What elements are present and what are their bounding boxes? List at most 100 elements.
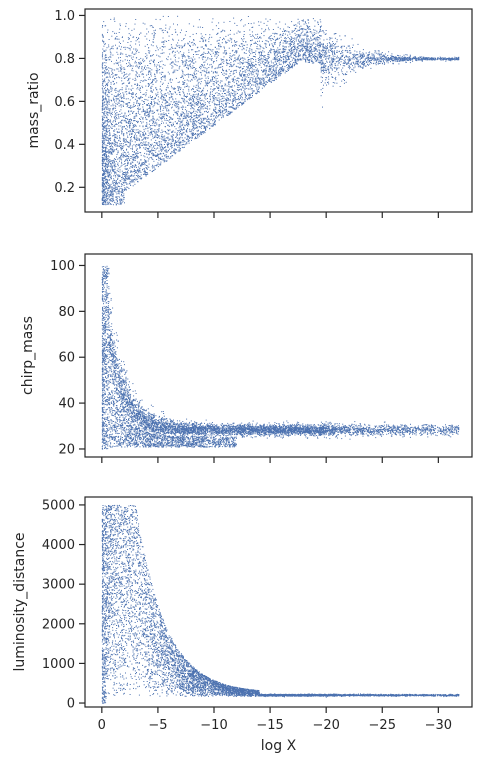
scatter-point bbox=[230, 86, 232, 88]
scatter-point bbox=[412, 60, 414, 62]
scatter-point bbox=[202, 41, 204, 43]
scatter-point bbox=[191, 112, 193, 114]
scatter-point bbox=[273, 50, 275, 52]
scatter-point bbox=[129, 160, 131, 161]
scatter-point bbox=[214, 104, 215, 106]
scatter-point bbox=[212, 83, 214, 85]
scatter-point bbox=[104, 192, 106, 194]
scatter-point bbox=[354, 64, 356, 66]
scatter-point bbox=[408, 59, 409, 61]
scatter-point bbox=[109, 174, 111, 175]
scatter-point bbox=[148, 163, 150, 165]
scatter-point bbox=[299, 49, 301, 51]
scatter-point bbox=[197, 109, 199, 111]
scatter-point bbox=[152, 98, 154, 100]
scatter-point bbox=[211, 80, 213, 82]
scatter-point bbox=[171, 147, 173, 149]
scatter-point bbox=[117, 98, 119, 100]
scatter-point bbox=[125, 128, 127, 130]
scatter-point bbox=[218, 64, 220, 66]
scatter-point bbox=[111, 191, 113, 193]
scatter-point bbox=[167, 149, 169, 151]
scatter-point bbox=[172, 39, 174, 41]
scatter-point bbox=[120, 202, 122, 204]
scatter-point bbox=[219, 106, 221, 108]
scatter-point bbox=[135, 40, 137, 42]
scatter-point bbox=[189, 131, 191, 133]
scatter-point bbox=[163, 76, 165, 78]
scatter-point bbox=[189, 120, 191, 122]
scatter-point bbox=[149, 62, 151, 64]
scatter-point bbox=[129, 178, 131, 180]
scatter-point bbox=[209, 95, 210, 97]
scatter-point bbox=[328, 78, 330, 80]
scatter-point bbox=[165, 88, 167, 90]
scatter-point bbox=[446, 57, 448, 59]
scatter-point bbox=[177, 86, 179, 88]
scatter-point bbox=[155, 151, 157, 153]
scatter-point bbox=[330, 73, 332, 75]
scatter-point bbox=[144, 66, 145, 68]
scatter-point bbox=[182, 70, 184, 72]
scatter-point bbox=[103, 200, 105, 202]
scatter-point bbox=[221, 42, 223, 44]
scatter-point bbox=[322, 50, 324, 52]
scatter-point bbox=[126, 155, 128, 157]
scatter-point bbox=[302, 20, 304, 22]
scatter-point bbox=[105, 73, 107, 75]
scatter-point bbox=[111, 167, 113, 169]
scatter-point bbox=[186, 124, 188, 126]
scatter-point bbox=[103, 150, 105, 152]
scatter-point bbox=[121, 97, 123, 99]
scatter-point bbox=[291, 66, 292, 68]
scatter-point bbox=[280, 69, 282, 71]
scatter-point bbox=[166, 118, 167, 120]
scatter-point bbox=[281, 68, 283, 70]
scatter-point bbox=[325, 53, 327, 55]
scatter-point bbox=[295, 60, 297, 62]
scatter-point bbox=[241, 49, 243, 51]
scatter-point bbox=[124, 116, 126, 118]
scatter-point bbox=[151, 133, 153, 135]
scatter-point bbox=[278, 75, 279, 77]
scatter-point bbox=[236, 83, 238, 85]
scatter-point bbox=[233, 61, 235, 63]
scatter-point bbox=[118, 91, 120, 93]
scatter-point bbox=[436, 59, 438, 61]
scatter-point bbox=[128, 122, 130, 124]
scatter-point bbox=[102, 186, 104, 187]
scatter-point bbox=[201, 35, 203, 37]
scatter-point bbox=[217, 67, 219, 69]
scatter-point bbox=[205, 44, 206, 46]
scatter-point bbox=[104, 154, 106, 155]
scatter-point bbox=[311, 61, 313, 62]
scatter-point bbox=[192, 132, 194, 134]
scatter-point bbox=[108, 44, 110, 46]
scatter-point bbox=[160, 149, 162, 151]
scatter-point bbox=[211, 67, 213, 69]
scatter-point bbox=[144, 159, 146, 161]
scatter-point bbox=[302, 19, 304, 21]
scatter-point bbox=[196, 117, 198, 118]
scatter-point bbox=[279, 28, 281, 30]
scatter-point bbox=[154, 168, 156, 170]
scatter-point bbox=[285, 39, 287, 41]
scatter-point bbox=[204, 56, 206, 58]
scatter-point bbox=[209, 119, 211, 121]
scatter-point bbox=[215, 116, 217, 118]
scatter-point bbox=[141, 111, 143, 113]
scatter-point bbox=[202, 113, 204, 115]
scatter-point bbox=[300, 40, 302, 42]
scatter-point bbox=[217, 109, 219, 111]
scatter-point bbox=[223, 113, 225, 115]
scatter-point bbox=[126, 159, 128, 161]
scatter-point bbox=[265, 62, 267, 64]
scatter-point bbox=[135, 150, 137, 151]
scatter-point bbox=[189, 60, 191, 62]
scatter-point bbox=[119, 137, 121, 138]
scatter-point bbox=[165, 151, 167, 153]
scatter-point bbox=[152, 167, 154, 169]
scatter-point bbox=[214, 109, 216, 111]
scatter-point bbox=[134, 80, 136, 81]
scatter-point bbox=[102, 54, 104, 56]
